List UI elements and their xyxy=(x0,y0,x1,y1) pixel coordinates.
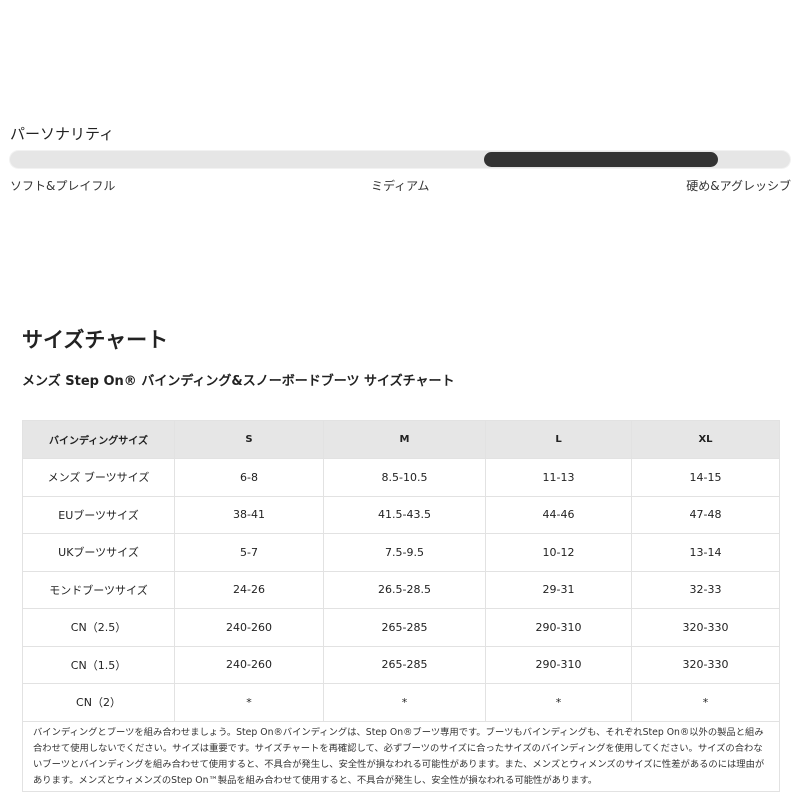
table-cell: 5-7 xyxy=(174,533,324,572)
column-header: バインディングサイズ xyxy=(22,420,175,459)
table-row: CN（1.5） 240-260 265-285 290-310 320-330 xyxy=(22,645,780,684)
table-cell: 24-26 xyxy=(174,570,324,609)
table-cell: 265-285 xyxy=(323,645,486,684)
table-cell: 10-12 xyxy=(485,533,632,572)
scale-label-stiff: 硬め&アグレッシブ xyxy=(686,179,791,193)
row-label: CN（2） xyxy=(22,683,175,722)
table-cell: 32-33 xyxy=(631,570,780,609)
table-cell: * xyxy=(631,683,780,722)
table-cell: 29-31 xyxy=(485,570,632,609)
table-cell: 47-48 xyxy=(631,495,780,534)
table-row: EUブーツサイズ 38-41 41.5-43.5 44-46 47-48 xyxy=(22,495,780,534)
column-header: M xyxy=(323,420,486,459)
table-cell: 240-260 xyxy=(174,645,324,684)
table-cell: 11-13 xyxy=(485,458,632,497)
size-chart-table: バインディングサイズ S M L XL メンズ ブーツサイズ 6-8 8.5-10.5 11-… xyxy=(22,420,780,722)
column-header: XL xyxy=(631,420,780,459)
scale-label-soft: ソフト&プレイフル xyxy=(10,179,116,193)
size-chart-note: バインディングとブーツを組み合わせましょう。Step On®バインディングは、S… xyxy=(22,717,780,792)
table-cell: 13-14 xyxy=(631,533,780,572)
row-label: CN（2.5） xyxy=(22,608,175,647)
personality-title: パーソナリティ xyxy=(10,125,115,143)
scale-label-medium: ミディアム xyxy=(371,179,430,193)
table-cell: 14-15 xyxy=(631,458,780,497)
personality-range-fill xyxy=(484,152,718,167)
table-cell: 26.5-28.5 xyxy=(323,570,486,609)
column-header: S xyxy=(174,420,324,459)
table-cell: 320-330 xyxy=(631,645,780,684)
table-cell: * xyxy=(323,683,486,722)
table-cell: 6-8 xyxy=(174,458,324,497)
size-chart-subtitle: メンズ Step On® バインディング&スノーボードブーツ サイズチャート xyxy=(22,374,455,389)
column-header: L xyxy=(485,420,632,459)
table-cell: 290-310 xyxy=(485,608,632,647)
row-label: モンドブーツサイズ xyxy=(22,570,175,609)
table-cell: 290-310 xyxy=(485,645,632,684)
table-row: CN（2） * * * * xyxy=(22,683,780,722)
table-cell: 7.5-9.5 xyxy=(323,533,486,572)
row-label: メンズ ブーツサイズ xyxy=(22,458,175,497)
table-cell: 265-285 xyxy=(323,608,486,647)
table-cell: 320-330 xyxy=(631,608,780,647)
table-cell: 44-46 xyxy=(485,495,632,534)
row-label: EUブーツサイズ xyxy=(22,495,175,534)
row-label: UKブーツサイズ xyxy=(22,533,175,572)
table-header-row: バインディングサイズ S M L XL xyxy=(22,420,780,459)
table-cell: 240-260 xyxy=(174,608,324,647)
table-cell: * xyxy=(174,683,324,722)
table-cell: 38-41 xyxy=(174,495,324,534)
size-chart-title: サイズチャート xyxy=(22,328,169,352)
row-label: CN（1.5） xyxy=(22,645,175,684)
table-cell: * xyxy=(485,683,632,722)
table-row: UKブーツサイズ 5-7 7.5-9.5 10-12 13-14 xyxy=(22,533,780,572)
table-cell: 41.5-43.5 xyxy=(323,495,486,534)
table-cell: 8.5-10.5 xyxy=(323,458,486,497)
table-row: CN（2.5） 240-260 265-285 290-310 320-330 xyxy=(22,608,780,647)
personality-scale xyxy=(10,151,790,168)
table-row: メンズ ブーツサイズ 6-8 8.5-10.5 11-13 14-15 xyxy=(22,458,780,497)
table-row: モンドブーツサイズ 24-26 26.5-28.5 29-31 32-33 xyxy=(22,570,780,609)
